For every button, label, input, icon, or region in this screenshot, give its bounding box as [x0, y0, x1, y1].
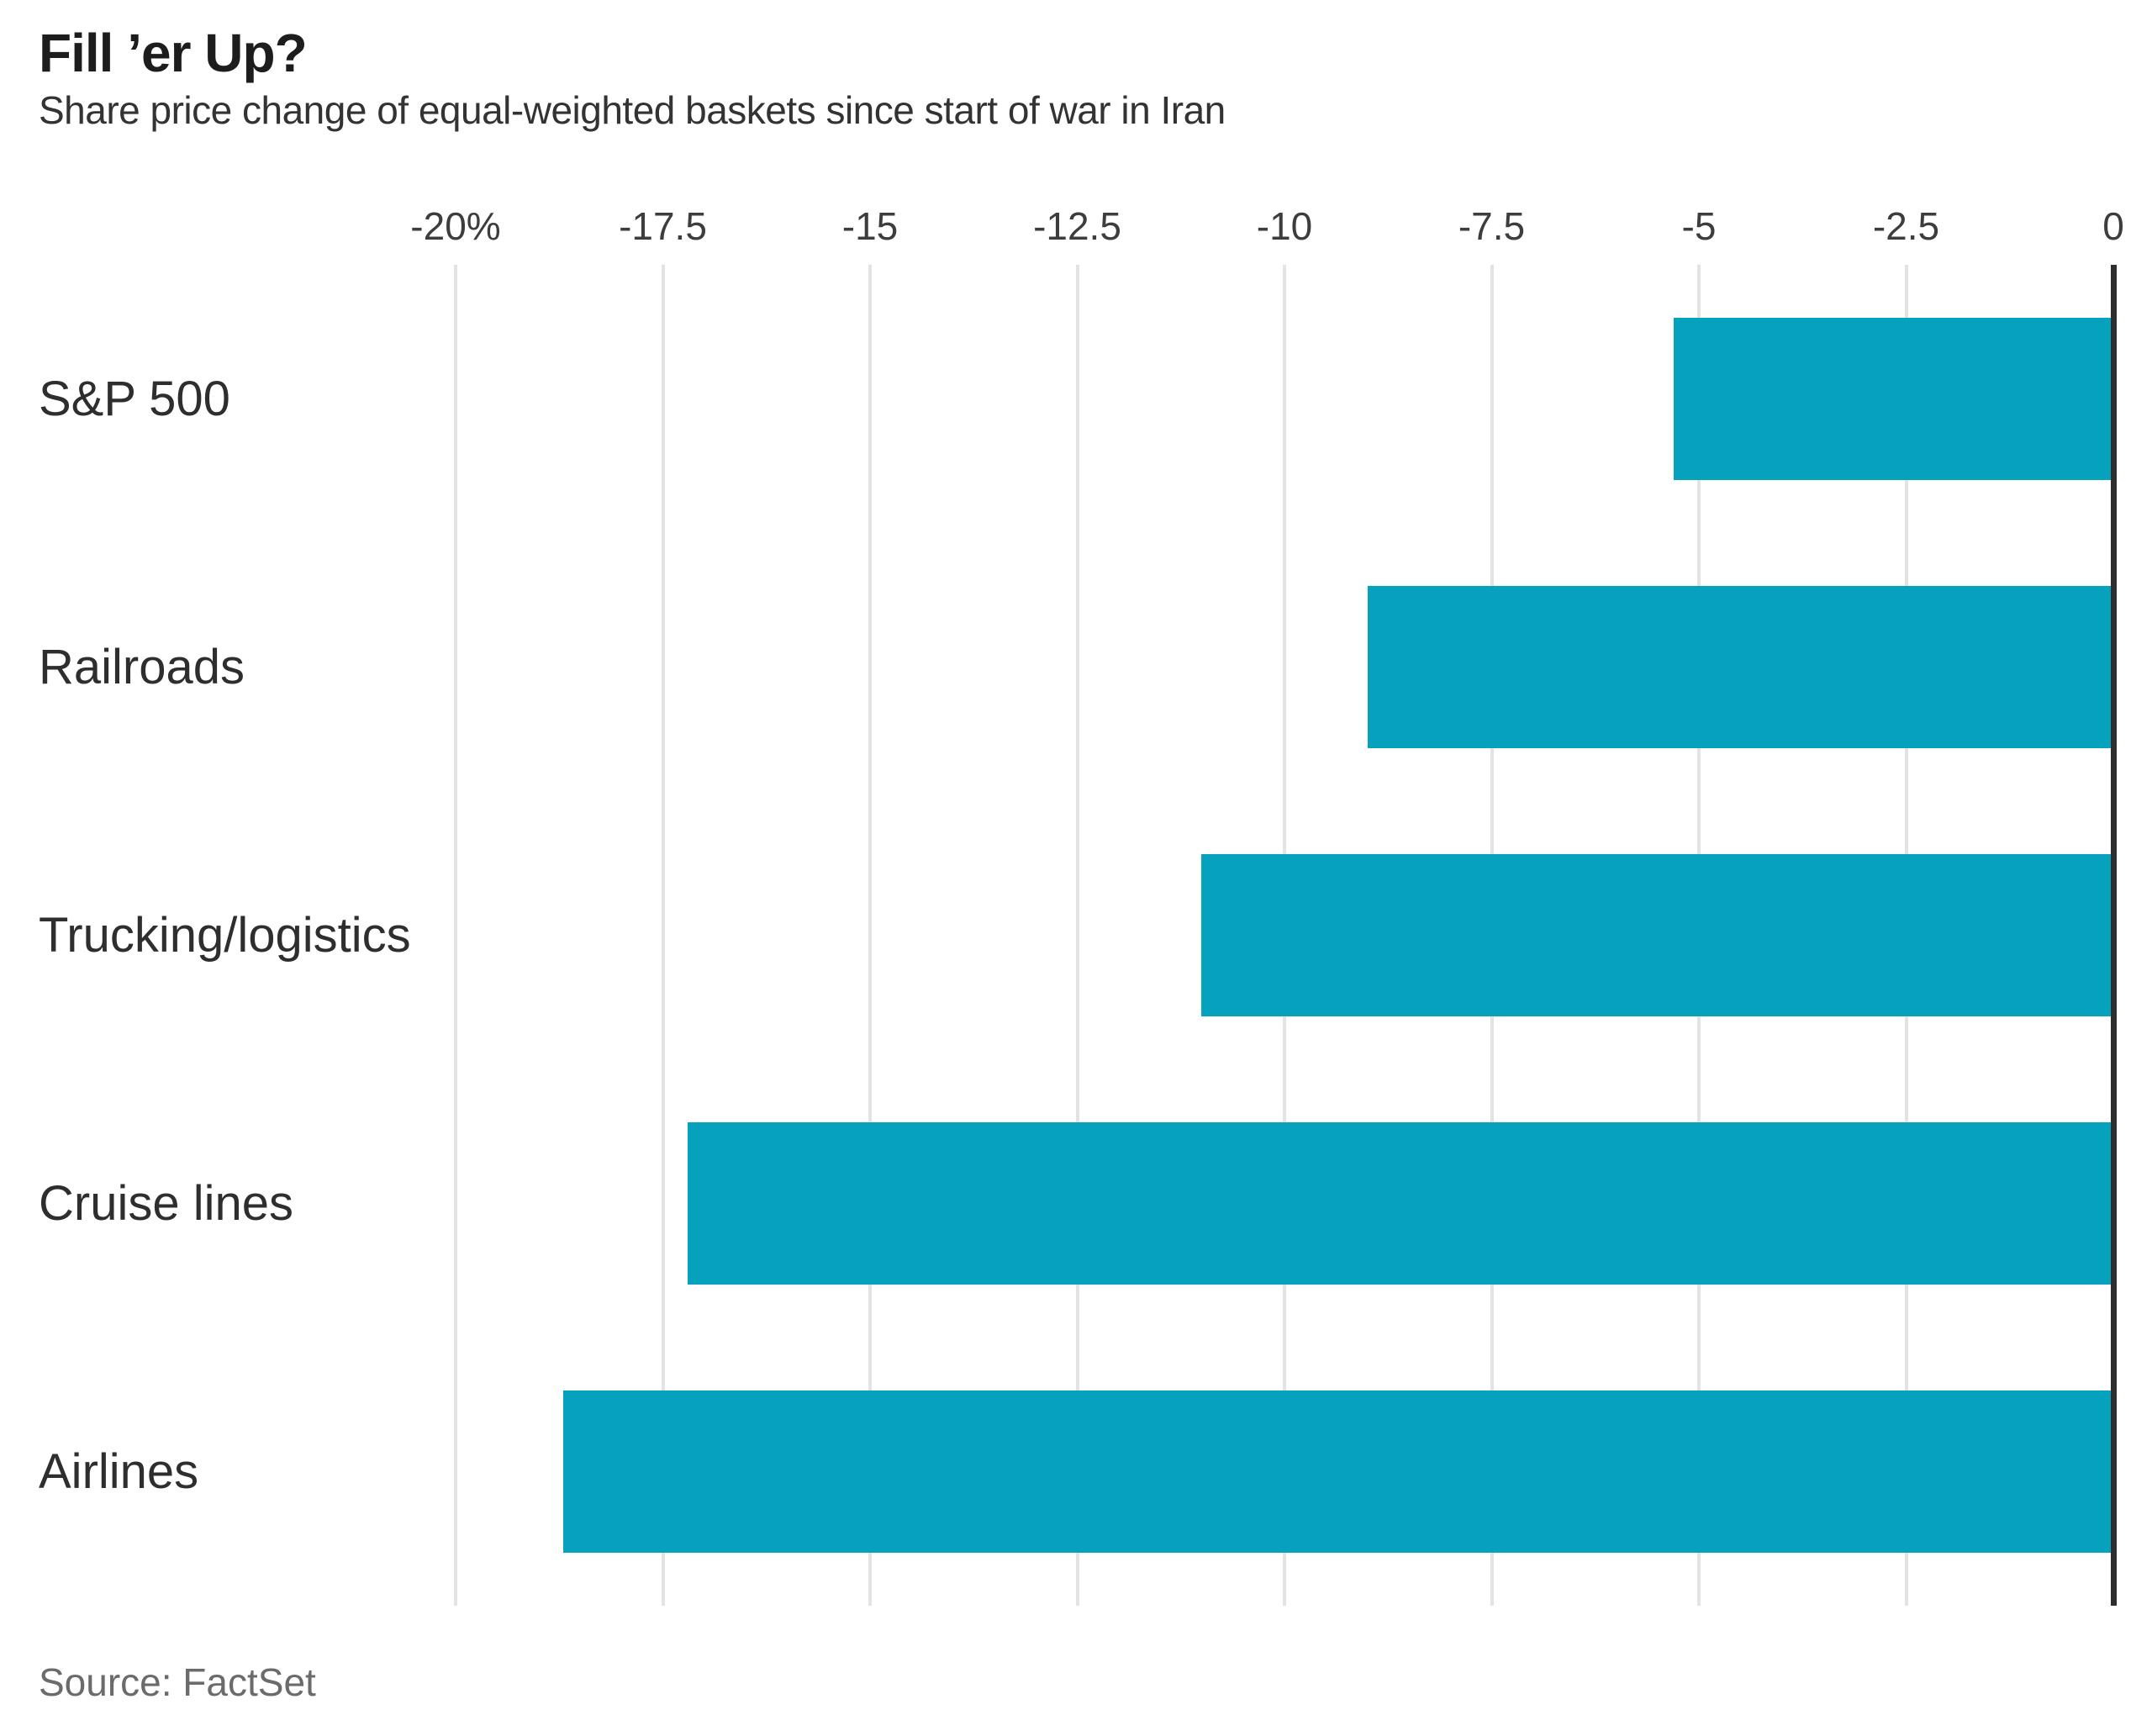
x-tick-label: -2.5 [1872, 204, 1940, 248]
category-label: Railroads [39, 639, 245, 694]
x-tick-label: 0 [2102, 204, 2124, 248]
bar-airlines [563, 1390, 2113, 1553]
x-tick-label: -5 [1681, 204, 1717, 248]
category-label: Airlines [39, 1443, 199, 1499]
gridline [868, 265, 872, 1606]
x-tick-label: -17.5 [619, 204, 707, 248]
category-label: S&P 500 [39, 371, 230, 426]
x-tick-label: -20% [410, 204, 501, 248]
x-tick-label: -7.5 [1458, 204, 1526, 248]
category-label: Cruise lines [39, 1175, 293, 1231]
bar-railroads [1367, 586, 2113, 748]
category-label: Trucking/logistics [39, 907, 411, 963]
x-tick-label: -12.5 [1033, 204, 1121, 248]
x-tick-label: -15 [841, 204, 899, 248]
x-tick-label: -10 [1256, 204, 1313, 248]
chart-title: Fill ’er Up? [39, 23, 308, 83]
chart-subtitle: Share price change of equal-weighted bas… [39, 88, 1226, 132]
gridline [1075, 265, 1079, 1606]
zero-axis-line [2111, 265, 2117, 1606]
gridline [454, 265, 457, 1606]
gridline [661, 265, 665, 1606]
bar-cruise-lines [688, 1122, 2113, 1285]
bar-s-p-500 [1674, 318, 2113, 480]
bar-trucking-logistics [1201, 854, 2113, 1016]
source-note: Source: FactSet [39, 1660, 316, 1704]
